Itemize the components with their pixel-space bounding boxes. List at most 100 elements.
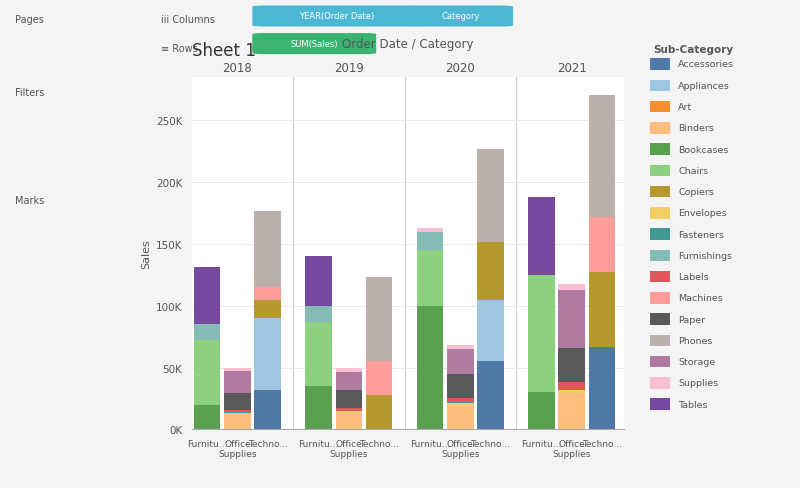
Bar (254, 390, 281, 429)
Text: Supplies: Supplies (678, 379, 718, 387)
Bar (558, 290, 585, 348)
Bar (589, 95, 615, 217)
Text: YEAR(Order Date): YEAR(Order Date) (299, 12, 374, 21)
Text: SUM(Sales): SUM(Sales) (290, 40, 338, 49)
Bar (224, 415, 250, 429)
Text: iii Columns: iii Columns (161, 15, 215, 24)
Bar (478, 242, 504, 300)
Bar (650, 186, 670, 198)
Bar (366, 362, 393, 395)
Bar (650, 250, 670, 262)
Bar (194, 268, 221, 325)
Bar (306, 257, 332, 306)
Text: Sub-Category: Sub-Category (653, 45, 733, 55)
Bar (558, 394, 585, 429)
Bar (589, 273, 615, 347)
Bar (447, 402, 474, 403)
Bar (650, 271, 670, 283)
Bar (417, 228, 443, 232)
Text: Category: Category (442, 12, 480, 21)
Bar (366, 395, 393, 429)
Bar (254, 319, 281, 390)
Text: Envelopes: Envelopes (678, 209, 727, 218)
Text: Fasteners: Fasteners (678, 230, 724, 239)
Bar (558, 284, 585, 290)
Bar (650, 165, 670, 177)
Bar (478, 362, 504, 429)
Text: Copiers: Copiers (678, 188, 714, 197)
Text: Pages: Pages (15, 15, 44, 24)
Text: Appliances: Appliances (678, 81, 730, 91)
Text: Furnishings: Furnishings (678, 251, 733, 260)
FancyBboxPatch shape (409, 6, 513, 27)
Bar (447, 399, 474, 402)
Bar (650, 123, 670, 134)
Text: Paper: Paper (678, 315, 706, 324)
Bar (528, 392, 554, 429)
Text: Tables: Tables (678, 400, 708, 409)
Text: Sheet 1: Sheet 1 (192, 42, 256, 60)
Bar (447, 346, 474, 349)
Bar (335, 368, 362, 372)
Text: Chairs: Chairs (678, 166, 709, 176)
Text: 2018: 2018 (222, 61, 252, 75)
Text: Phones: Phones (678, 336, 713, 345)
Bar (194, 405, 221, 429)
Bar (224, 368, 250, 371)
Text: Bookcases: Bookcases (678, 145, 729, 154)
Bar (447, 405, 474, 429)
Bar (306, 322, 332, 386)
Bar (335, 411, 362, 413)
Bar (528, 275, 554, 392)
Text: Machines: Machines (678, 294, 723, 303)
Bar (254, 211, 281, 287)
Bar (478, 300, 504, 362)
Bar (366, 278, 393, 362)
Bar (254, 300, 281, 319)
Bar (558, 383, 585, 389)
Bar (447, 349, 474, 374)
Bar (335, 408, 362, 411)
Bar (650, 356, 670, 367)
Bar (558, 348, 585, 383)
Bar (558, 390, 585, 394)
Bar (194, 341, 221, 405)
Text: Accessories: Accessories (678, 61, 734, 69)
Bar (417, 306, 443, 429)
Bar (650, 335, 670, 346)
Bar (650, 314, 670, 325)
FancyBboxPatch shape (252, 34, 376, 55)
Title: Order Date / Category: Order Date / Category (342, 38, 474, 51)
Bar (254, 287, 281, 300)
Bar (335, 413, 362, 429)
Bar (335, 390, 362, 408)
Bar (224, 394, 250, 410)
Bar (417, 232, 443, 251)
Bar (447, 374, 474, 399)
Bar (650, 377, 670, 389)
Bar (650, 229, 670, 241)
Y-axis label: Sales: Sales (142, 239, 152, 268)
Bar (306, 306, 332, 322)
Bar (478, 150, 504, 242)
Bar (528, 198, 554, 275)
Text: 2021: 2021 (557, 61, 586, 75)
FancyBboxPatch shape (252, 6, 422, 27)
Bar (224, 371, 250, 394)
Text: Marks: Marks (15, 195, 44, 205)
Bar (650, 102, 670, 113)
Text: Labels: Labels (678, 273, 709, 282)
Bar (650, 59, 670, 71)
Text: Binders: Binders (678, 124, 714, 133)
Text: 2020: 2020 (446, 61, 475, 75)
Bar (589, 347, 615, 429)
Bar (650, 399, 670, 410)
Bar (650, 144, 670, 156)
Bar (650, 208, 670, 219)
Bar (224, 412, 250, 413)
Bar (558, 389, 585, 390)
Bar (224, 410, 250, 412)
Text: Art: Art (678, 103, 693, 112)
Bar (650, 292, 670, 304)
Text: ≡ Rows: ≡ Rows (161, 44, 198, 54)
